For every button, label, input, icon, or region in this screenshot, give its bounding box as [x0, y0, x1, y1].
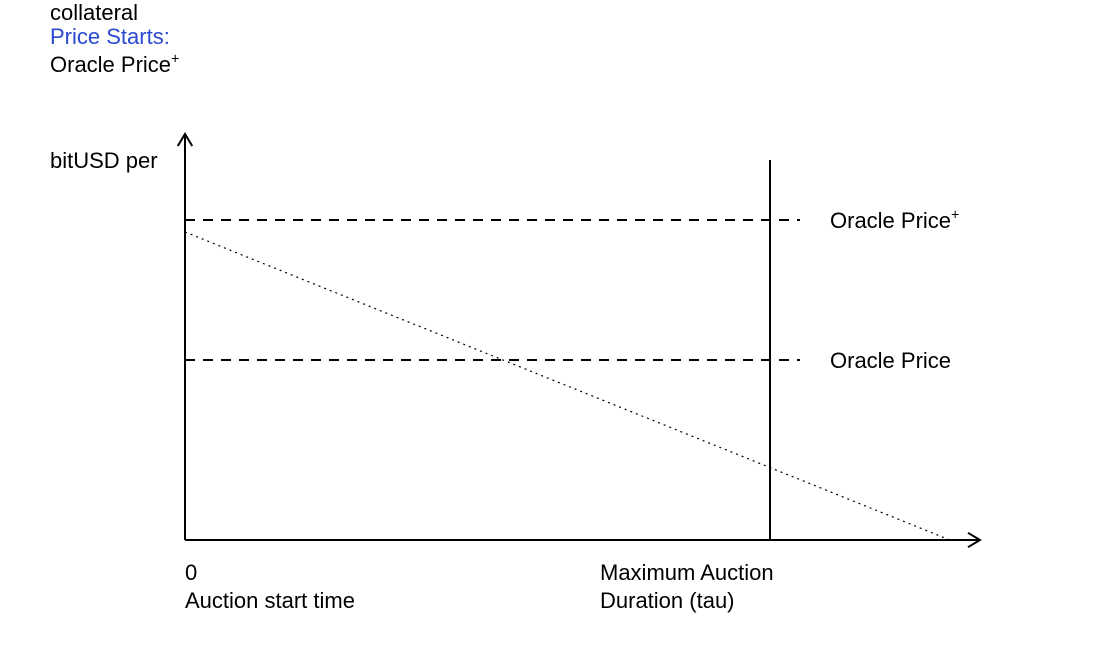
ref-label-oracle-price-plus-main: Oracle Price	[830, 208, 951, 233]
figure-stage: Price Starts: Oracle Price+ bitUSD per c…	[0, 0, 1100, 667]
ref-label-oracle-price: Oracle Price	[830, 348, 951, 374]
x-tick-0-line-1: 0	[185, 560, 197, 586]
price-line	[185, 232, 950, 540]
x-tick-0-line-2: Auction start time	[185, 588, 355, 614]
chart-svg	[0, 0, 1100, 667]
x-tick-1-line-1: Maximum Auction	[600, 560, 774, 586]
ref-label-oracle-price-main: Oracle Price	[830, 348, 951, 373]
ref-label-oracle-price-plus-sup: +	[951, 208, 959, 224]
ref-label-oracle-price-plus: Oracle Price+	[830, 208, 959, 234]
x-tick-1-line-2: Duration (tau)	[600, 588, 735, 614]
